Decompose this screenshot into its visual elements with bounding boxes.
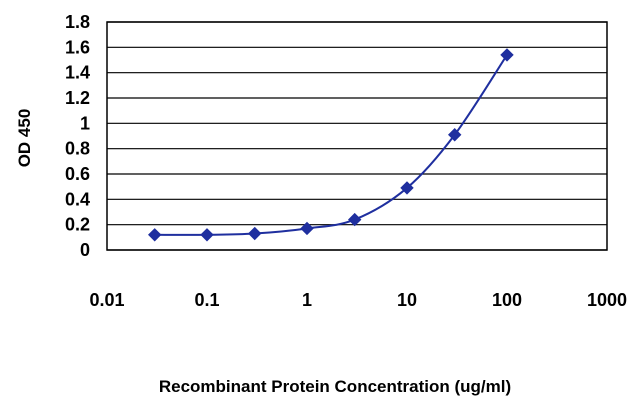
y-tick-label: 0.4 xyxy=(65,189,90,209)
data-point-diamond xyxy=(148,228,162,242)
data-point-diamond xyxy=(248,226,262,241)
y-tick-label: 1 xyxy=(80,113,90,133)
plot-area xyxy=(106,21,608,251)
x-axis-ticks: 0.01 0.1 1 10 100 1000 xyxy=(89,290,627,310)
y-tick-label: 0.2 xyxy=(65,215,90,235)
y-tick-label: 0.8 xyxy=(65,139,90,159)
x-tick-label: 0.01 xyxy=(89,290,124,310)
y-tick-label: 1.4 xyxy=(65,63,90,83)
plot-frame xyxy=(106,21,608,251)
data-point-diamond xyxy=(300,221,314,236)
x-axis-title: Recombinant Protein Concentration (ug/ml… xyxy=(159,377,511,396)
y-tick-label: 1.6 xyxy=(65,37,90,57)
data-point-diamond xyxy=(500,48,514,62)
data-point-diamond xyxy=(348,212,362,227)
x-tick-label: 1 xyxy=(302,290,312,310)
x-tick-label: 10 xyxy=(397,290,417,310)
y-tick-label: 1.8 xyxy=(65,12,90,32)
y-tick-label: 0.6 xyxy=(65,164,90,184)
y-axis-title: OD 450 xyxy=(15,109,34,168)
data-point-diamond xyxy=(200,228,214,242)
x-tick-label: 1000 xyxy=(587,290,627,310)
x-tick-label: 0.1 xyxy=(194,290,219,310)
y-tick-label: 0 xyxy=(80,240,90,260)
data-point-diamond xyxy=(448,128,462,142)
y-tick-label: 1.2 xyxy=(65,88,90,108)
gridlines xyxy=(107,21,607,251)
x-tick-label: 100 xyxy=(492,290,522,310)
y-axis-ticks: 0 0.2 0.4 0.6 0.8 1 1.2 1.4 1.6 1.8 xyxy=(65,12,90,260)
data-point-diamond xyxy=(400,181,414,195)
series-group xyxy=(148,48,514,242)
